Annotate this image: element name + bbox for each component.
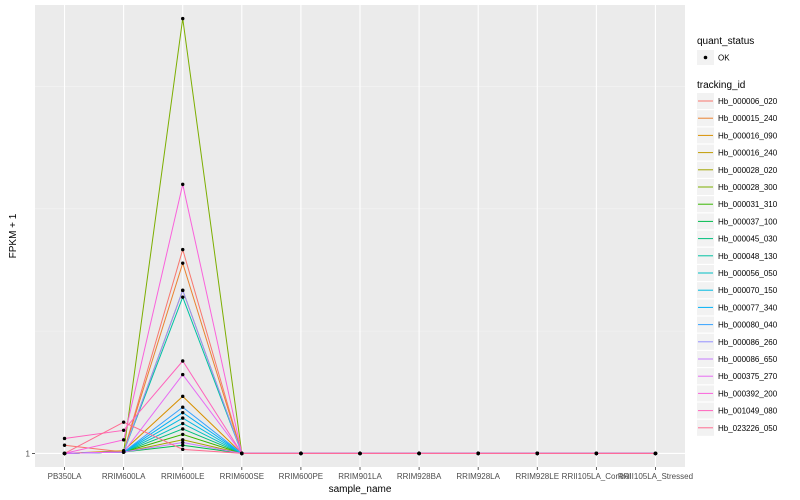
- legend-label-Hb_000028_020: Hb_000028_020: [718, 166, 778, 175]
- data-point: [417, 451, 421, 456]
- data-point: [62, 443, 67, 447]
- legend-title-tracking-id: tracking_id: [697, 80, 745, 91]
- axes: PB350LA RRIM600LA RRIM600LE RRIM600SE RRIM60…: [26, 449, 693, 481]
- y-axis-title: FPKM + 1: [8, 213, 19, 258]
- legend: quant_status OK tracking_id Hb_000006_02…: [697, 36, 778, 436]
- legend-label-Hb_000392_200: Hb_000392_200: [718, 389, 778, 398]
- legend-label-Hb_001049_080: Hb_001049_080: [718, 407, 778, 416]
- legend-label-Hb_000375_270: Hb_000375_270: [718, 372, 778, 381]
- data-point: [240, 451, 244, 456]
- data-point: [535, 451, 539, 456]
- legend-label: OK: [718, 54, 730, 63]
- data-point: [121, 420, 126, 424]
- data-point: [181, 372, 185, 377]
- x-axis-title: sample_name: [329, 484, 392, 495]
- legend-label-Hb_000080_040: Hb_000080_040: [718, 321, 778, 330]
- legend-label-Hb_000016_090: Hb_000016_090: [718, 131, 778, 140]
- data-point: [181, 447, 185, 452]
- data-point: [121, 438, 126, 442]
- legend-label-Hb_000037_100: Hb_000037_100: [718, 217, 778, 226]
- legend-label-Hb_000086_260: Hb_000086_260: [718, 338, 778, 347]
- legend-label-Hb_000070_150: Hb_000070_150: [718, 286, 778, 295]
- legend-label-Hb_000056_050: Hb_000056_050: [718, 269, 778, 278]
- x-tick-label: RRIM600LE: [161, 472, 205, 481]
- data-point: [358, 451, 362, 456]
- data-point: [181, 421, 185, 426]
- data-point: [181, 438, 185, 442]
- data-point: [181, 16, 185, 21]
- legend-label-Hb_000031_310: Hb_000031_310: [718, 200, 778, 209]
- data-point: [62, 436, 67, 441]
- data-point: [299, 451, 303, 456]
- data-point: [476, 451, 480, 456]
- data-point: [181, 443, 185, 447]
- data-point: [62, 451, 67, 456]
- legend-label-Hb_000045_030: Hb_000045_030: [718, 235, 778, 244]
- x-tick-label: RRIM600LA: [102, 472, 146, 481]
- data-point: [181, 440, 185, 445]
- data-point: [181, 261, 185, 265]
- data-point: [181, 394, 185, 399]
- x-tick-label: RRIM901LA: [338, 472, 382, 481]
- data-point: [181, 432, 185, 437]
- legend-label-Hb_000077_340: Hb_000077_340: [718, 303, 778, 312]
- legend-label-Hb_000006_020: Hb_000006_020: [718, 97, 778, 106]
- y-tick-label: 1: [26, 449, 31, 458]
- legend-label-Hb_000016_240: Hb_000016_240: [718, 149, 778, 158]
- legend-label-Hb_000048_130: Hb_000048_130: [718, 252, 778, 261]
- legend-label-Hb_000028_300: Hb_000028_300: [718, 183, 778, 192]
- data-point: [181, 427, 185, 431]
- data-point: [181, 410, 185, 415]
- data-point: [181, 405, 185, 409]
- x-tick-label: RRIM928BA: [397, 472, 442, 481]
- x-tick-label: RRIM928LA: [456, 472, 500, 481]
- legend-label-Hb_000086_650: Hb_000086_650: [718, 355, 778, 364]
- data-point: [121, 450, 126, 454]
- data-point: [181, 247, 185, 252]
- data-point: [121, 428, 126, 433]
- data-point: [653, 451, 658, 456]
- grid-lines: [35, 5, 685, 467]
- legend-title-quant-status: quant_status: [697, 36, 754, 47]
- data-point: [181, 288, 185, 293]
- x-tick-label: RRIM600SE: [220, 472, 264, 481]
- x-tick-label: PB350LA: [48, 472, 82, 481]
- legend-label-Hb_000015_240: Hb_000015_240: [718, 114, 778, 123]
- x-tick-label: RRIM928LE: [515, 472, 559, 481]
- legend-tracking-id-entries: Hb_000006_020 Hb_000015_240 Hb_000016_090 H…: [697, 93, 778, 436]
- data-point: [181, 416, 185, 420]
- x-tick-label: RRII105LA_Stressed: [618, 472, 693, 481]
- x-tick-label: RRIM600PE: [279, 472, 323, 481]
- data-point: [594, 451, 599, 456]
- legend-quant-status-entries: OK: [697, 50, 730, 65]
- x-tick-label: RRII105LA_Control: [562, 472, 632, 481]
- data-points: [62, 16, 658, 456]
- data-point: [181, 295, 185, 299]
- legend-key-point: [703, 55, 708, 60]
- data-point: [181, 182, 185, 187]
- data-point: [181, 359, 185, 363]
- legend-label-Hb_023226_050: Hb_023226_050: [718, 424, 778, 433]
